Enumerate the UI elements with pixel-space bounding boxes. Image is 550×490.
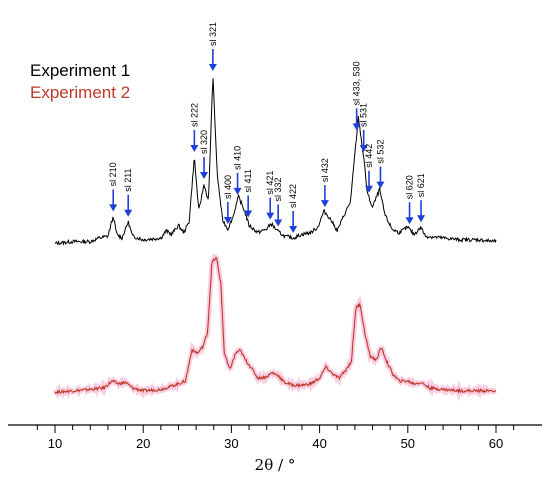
annotation-arrow-head [352,123,361,131]
annotation-sl-222: sl 222 [189,103,199,152]
annotation-arrow-head [190,145,199,152]
series-experiment-2-halo [52,252,498,402]
annotation-sl-621: sl 621 [416,173,426,223]
annotation-label: sl 211 [123,168,133,191]
x-axis-label: 2θ / ° [255,456,296,474]
x-tick-label-60: 60 [489,436,503,451]
annotation-label: sl 210 [108,162,118,186]
annotation-arrow-head [266,212,275,220]
annotation-sl-421: sl 421 [265,171,275,220]
annotation-label: sl 620 [405,175,415,199]
x-tick-label-10: 10 [48,436,62,451]
annotation-sl-620: sl 620 [405,175,415,225]
annotation-arrow-head [376,181,385,189]
annotation-arrow-head [109,204,118,212]
legend-entry-experiment-2: Experiment 2 [30,83,130,102]
annotation-label: sl 532 [375,140,385,164]
series-layer [52,78,498,402]
annotation-label: sl 433, 530 [352,61,362,105]
annotation-arrow-head [208,64,217,71]
annotation-sl-400: sl 400 [223,175,233,224]
annotation-label: sl 421 [265,171,275,195]
annotation-arrow-head [359,145,368,152]
x-tick-label-20: 20 [136,436,150,451]
annotation-sl-332: sl 332 [273,177,283,227]
annotation-sl-422: sl 422 [288,184,298,233]
x-tick-label-40: 40 [312,436,326,451]
annotation-arrow-head [417,215,426,223]
annotation-arrow-head [223,217,232,224]
annotation-sl-320: sl 320 [199,130,209,179]
annotation-label: sl 411 [243,169,253,192]
annotation-arrow-head [274,219,283,227]
annotation-label: sl 320 [199,130,209,154]
annotation-label: sl 442 [364,144,374,168]
annotation-label: sl 410 [233,146,243,170]
series-experiment-1-line [54,78,497,246]
annotation-label: sl 321 [208,22,218,46]
annotation-arrow-head [405,217,414,225]
annotation-sl-321: sl 321 [208,22,218,71]
annotation-sl-433-530: sl 433, 530 [352,61,362,131]
annotation-sl-531: sl 531 [359,103,369,152]
annotation-arrow-head [200,172,209,179]
annotation-arrow-head [124,209,133,217]
x-tick-label-50: 50 [401,436,415,451]
annotation-sl-532: sl 532 [375,140,385,189]
annotation-label: sl 531 [359,103,369,127]
annotation-label: sl 332 [273,177,283,201]
annotation-sl-432: sl 432 [320,158,330,208]
annotation-sl-210: sl 210 [108,162,118,212]
annotation-label: sl 422 [288,184,298,208]
annotation-label: sl 222 [189,103,199,127]
annotation-arrow-head [364,185,373,193]
annotation-label: sl 400 [223,175,233,199]
annotation-sl-442: sl 442 [364,144,374,193]
annotation-arrow-head [289,226,298,233]
annotation-sl-211: sl 211 [123,168,133,217]
annotation-sl-410: sl 410 [233,146,243,195]
x-tick-label-30: 30 [224,436,238,451]
annotation-arrow-head [233,187,242,195]
series-experiment-2-line [54,256,497,395]
x-axis: 10 20 30 40 50 60 [8,424,542,451]
legend: Experiment 1 Experiment 2 [30,61,130,102]
annotation-arrow-head [244,210,253,218]
annotation-label: sl 432 [320,158,330,182]
annotation-arrow-head [320,200,329,208]
annotation-label: sl 621 [416,173,426,197]
legend-entry-experiment-1: Experiment 1 [30,61,130,80]
annotation-sl-411: sl 411 [243,169,253,218]
